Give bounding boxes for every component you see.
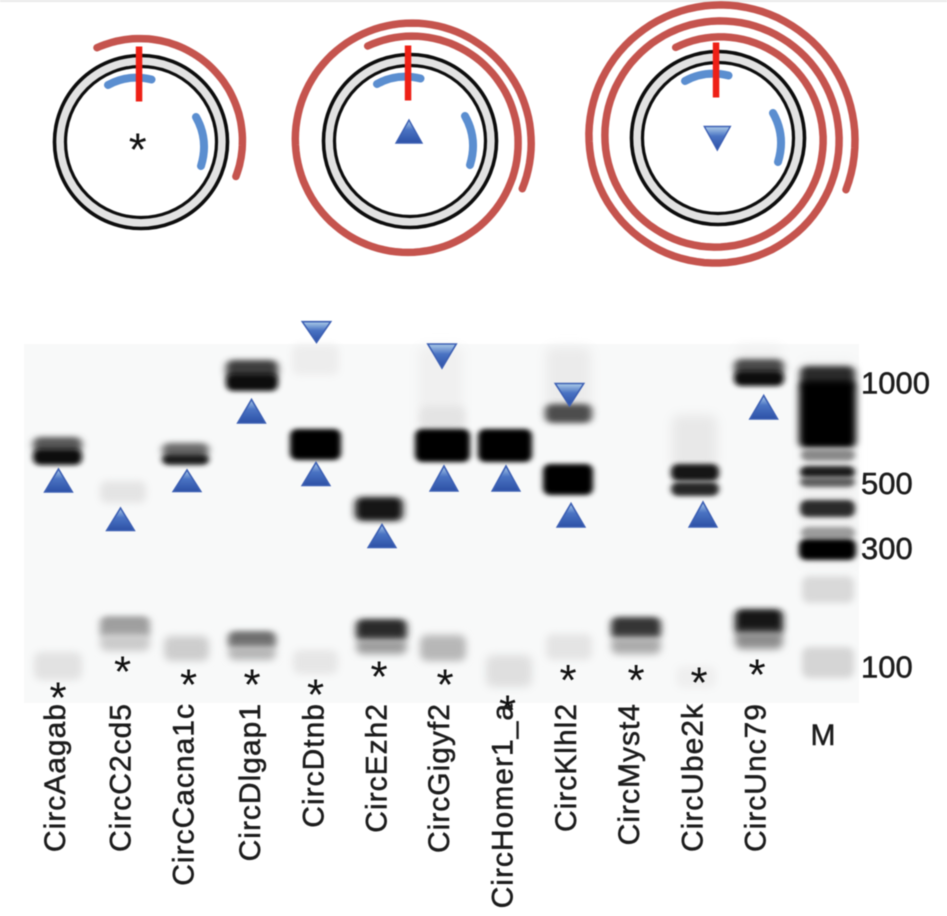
svg-text:CircDlgap1: CircDlgap1 xyxy=(234,703,267,861)
svg-text:CircKlhl2: CircKlhl2 xyxy=(550,703,583,832)
svg-text:*: * xyxy=(690,659,707,708)
svg-text:*: * xyxy=(243,661,260,710)
svg-text:500: 500 xyxy=(861,466,913,501)
svg-text:1000: 1000 xyxy=(861,366,930,401)
svg-text:CircAagab: CircAagab xyxy=(39,703,72,852)
svg-text:CircCacna1c: CircCacna1c xyxy=(168,703,201,886)
svg-text:*: * xyxy=(307,671,324,720)
svg-text:CircGigyf2: CircGigyf2 xyxy=(423,703,456,853)
svg-text:M: M xyxy=(811,719,836,752)
svg-text:*: * xyxy=(49,674,66,723)
svg-text:CircUbe2k: CircUbe2k xyxy=(677,703,710,852)
svg-text:300: 300 xyxy=(861,531,913,566)
svg-text:*: * xyxy=(114,648,131,697)
svg-text:CircEzh2: CircEzh2 xyxy=(361,703,394,833)
svg-text:*: * xyxy=(370,653,387,702)
svg-text:CircMyst4: CircMyst4 xyxy=(613,703,646,845)
svg-text:CircDtnb: CircDtnb xyxy=(298,703,331,828)
svg-text:*: * xyxy=(436,661,453,710)
svg-text:*: * xyxy=(129,124,147,176)
svg-text:CircC2cd5: CircC2cd5 xyxy=(105,703,138,852)
svg-text:100: 100 xyxy=(861,650,913,685)
svg-text:*: * xyxy=(627,656,644,705)
svg-text:*: * xyxy=(559,656,576,705)
svg-text:CircUnc79: CircUnc79 xyxy=(740,703,773,852)
svg-text:CircHomer1_a: CircHomer1_a xyxy=(487,703,520,908)
svg-text:*: * xyxy=(180,661,197,710)
svg-text:*: * xyxy=(748,651,765,700)
svg-text:*: * xyxy=(499,687,516,736)
